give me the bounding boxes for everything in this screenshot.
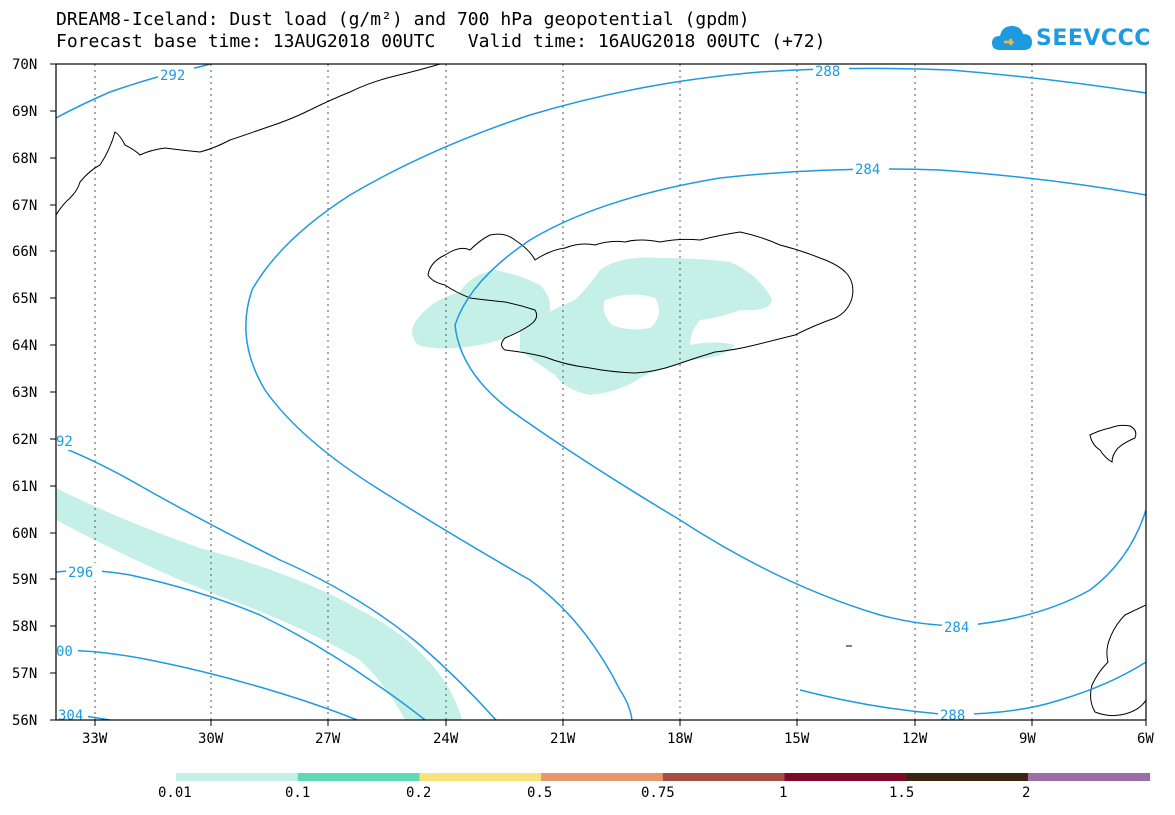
legend-label: 2 <box>1022 785 1030 801</box>
lat-label: 66N <box>12 244 37 260</box>
legend-swatch <box>662 773 785 781</box>
lat-label: 70N <box>12 57 37 73</box>
dust-area-iceland-west <box>412 270 551 349</box>
contour-label-288: 288 <box>815 64 840 80</box>
coast-faroe <box>1089 424 1137 463</box>
lon-label: 24W <box>433 731 459 747</box>
legend-labels: 0.01 0.1 0.2 0.5 0.75 1 1.5 2 <box>158 785 1030 801</box>
lat-label: 61N <box>12 479 37 495</box>
legend-label: 1.5 <box>889 785 914 801</box>
legend-swatch <box>1027 773 1151 781</box>
coast-greenland <box>56 64 441 216</box>
legend-swatch <box>906 773 1029 781</box>
lat-label: 56N <box>12 713 37 729</box>
graticule <box>94 64 1033 720</box>
legend-swatch <box>784 773 907 781</box>
legend-swatch <box>176 773 299 781</box>
contour-288 <box>245 67 1146 720</box>
contour-label-92: 92 <box>56 434 73 450</box>
lat-label: 65N <box>12 291 37 307</box>
ice-patch <box>603 294 659 330</box>
contour-label-292: 292 <box>160 68 185 84</box>
contour-288-bottom <box>56 444 497 720</box>
legend-label: 0.2 <box>406 785 431 801</box>
contour-label-284: 284 <box>855 162 880 178</box>
contour-292-top <box>56 64 211 119</box>
lat-label: 58N <box>12 619 37 635</box>
lat-label: 62N <box>12 432 37 448</box>
contour-label-304: 304 <box>58 708 83 724</box>
coast-scotland <box>1090 604 1146 717</box>
lon-label: 30W <box>198 731 224 747</box>
map-subtitle: Forecast base time: 13AUG2018 00UTC Vali… <box>56 31 826 52</box>
contour-300 <box>56 649 358 720</box>
lon-label: 12W <box>902 731 928 747</box>
seevccc-logo: SEEVCCC <box>990 20 1165 60</box>
lon-label: 6W <box>1137 731 1154 747</box>
contour-label-284-bottom: 284 <box>944 620 969 636</box>
legend-swatch <box>419 773 542 781</box>
lon-label: 27W <box>315 731 341 747</box>
legend-label: 0.75 <box>641 785 675 801</box>
tick-marks <box>50 63 1147 726</box>
lat-label: 60N <box>12 526 37 542</box>
contour-label-288-bottom: 288 <box>940 708 965 724</box>
lat-label: 67N <box>12 198 37 214</box>
coastlines <box>56 64 1146 717</box>
contour-296 <box>56 569 426 720</box>
lon-label: 21W <box>550 731 576 747</box>
lon-label: 9W <box>1019 731 1036 747</box>
lat-label: 69N <box>12 104 37 120</box>
legend-colorbar <box>176 773 1151 781</box>
dust-load-areas <box>56 257 772 720</box>
geopotential-contours <box>56 64 1146 720</box>
contour-label-296: 296 <box>68 565 93 581</box>
lon-label: 33W <box>82 731 108 747</box>
longitude-labels: 33W 30W 27W 24W 21W 18W 15W 12W 9W 6W <box>82 731 1154 747</box>
legend-swatch <box>297 773 420 781</box>
contour-284 <box>454 168 1146 627</box>
map-plot-area: 292 288 284 92 296 00 284 288 304 <box>56 64 1146 724</box>
dust-area-southwest-band <box>56 488 462 720</box>
lon-label: 18W <box>667 731 693 747</box>
lat-label: 59N <box>12 572 37 588</box>
contour-288-bottom-right <box>799 661 1146 715</box>
cloud-icon <box>992 26 1032 50</box>
latitude-labels: 70N 69N 68N 67N 66N 65N 64N 63N 62N 61N … <box>12 57 37 729</box>
contour-labels: 292 288 284 92 296 00 284 288 304 <box>56 64 978 724</box>
legend-label: 0.1 <box>285 785 310 801</box>
legend-label: 0.01 <box>158 785 192 801</box>
lat-label: 68N <box>12 151 37 167</box>
logo-text: SEEVCCC <box>1036 26 1151 51</box>
coast-iceland <box>427 231 854 374</box>
map-title: DREAM8-Iceland: Dust load (g/m²) and 700… <box>56 9 750 30</box>
lat-label: 63N <box>12 385 37 401</box>
legend-label: 0.5 <box>527 785 552 801</box>
contour-label-300: 00 <box>56 644 73 660</box>
lon-label: 15W <box>784 731 810 747</box>
legend-label: 1 <box>779 785 787 801</box>
lat-label: 64N <box>12 338 37 354</box>
lat-label: 57N <box>12 666 37 682</box>
legend-swatch <box>541 773 664 781</box>
